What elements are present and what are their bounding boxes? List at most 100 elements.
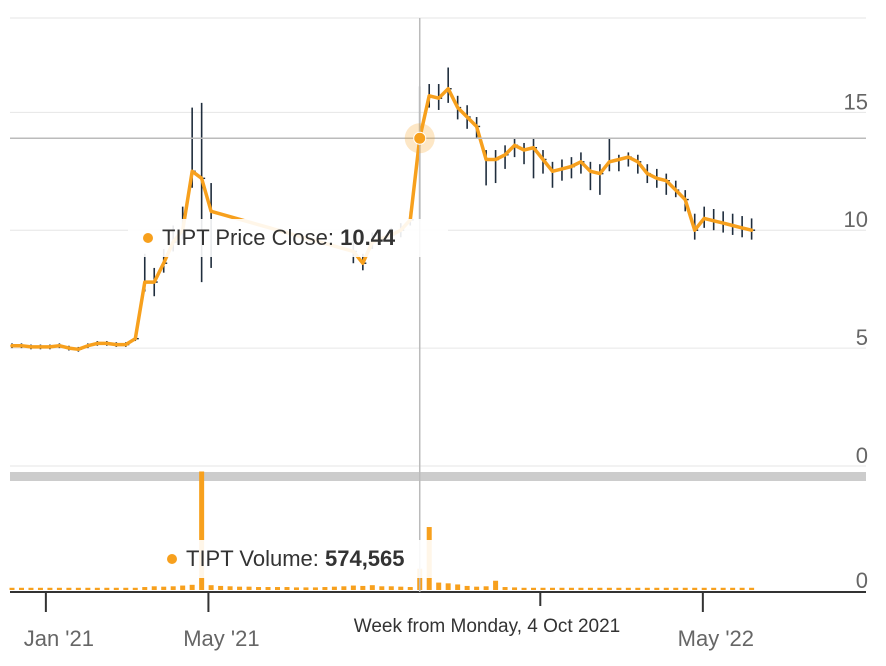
volume-bar [189,584,195,590]
volume-bar [644,587,650,590]
volume-bar [502,587,508,590]
price-y-axis-labels: 0 5 10 15 [844,89,868,468]
volume-bar [436,582,442,590]
price-y-tick-label: 5 [856,325,868,350]
volume-bar [350,585,356,590]
volume-bar [682,587,688,590]
volume-bar [474,586,480,590]
volume-bar [9,587,15,590]
volume-bar [407,587,413,590]
volume-bar [303,587,309,590]
volume-bar [208,585,214,590]
volume-bar [388,586,394,590]
volume-bar [132,587,138,590]
volume-bar [151,586,157,590]
volume-bar [540,587,546,590]
volume-bar [398,586,404,590]
volume-y-axis-labels: 0 [856,568,868,593]
volume-bar [445,583,451,590]
volume-bar [701,587,707,590]
x-tick-label: Jan '21 [24,626,94,651]
volume-bar [331,586,337,590]
volume-tooltip: TIPT Volume: 574,565 [152,540,452,578]
volume-bar [692,587,698,590]
volume-bar [218,585,224,590]
price-close-line [10,86,754,352]
volume-bar [531,587,537,590]
volume-bar [730,587,736,590]
ohlc-bars [11,67,756,352]
crosshair-date-label: Week from Monday, 4 Oct 2021 [334,606,640,646]
volume-bar [113,587,119,590]
tooltip-series-dot [167,554,177,564]
volume-bar [625,587,631,590]
x-tick-label: May '22 [678,626,754,651]
volume-bar [265,587,271,590]
volume-bar [293,587,299,590]
volume-bar [549,587,555,590]
volume-bar [256,587,262,590]
volume-bar [493,580,499,590]
volume-bar [606,587,612,590]
tooltip-series-dot [143,233,153,243]
volume-bar [246,586,252,590]
volume-bar [322,587,328,590]
volume-bar [47,587,53,590]
volume-bar [75,587,81,590]
price-y-tick-label: 0 [856,443,868,468]
volume-tooltip-label: TIPT Volume: [186,546,325,571]
volume-bar [512,587,518,590]
volume-bar [568,587,574,590]
volume-bar [56,587,62,590]
volume-bar [94,587,100,590]
volume-bar [455,584,461,590]
volume-bar [720,587,726,590]
volume-bar [227,586,233,590]
volume-bar [341,586,347,590]
volume-bar [180,585,186,590]
volume-y-tick-label: 0 [856,568,868,593]
volume-bar [578,587,584,590]
volume-bar [483,586,489,590]
volume-bar [587,587,593,590]
volume-bar [521,587,527,590]
x-tick-label: May '21 [183,626,259,651]
volume-bar [559,587,565,590]
volume-bar [616,587,622,590]
volume-tooltip-value: 574,565 [325,546,405,571]
volume-bar [28,587,34,590]
crosshair-date-text: Week from Monday, 4 Oct 2021 [354,616,620,637]
volume-bar [360,585,366,590]
hover-marker [10,123,866,154]
volume-bar [663,587,669,590]
volume-bar [464,585,470,590]
volume-bar [369,585,375,590]
price-tooltip: TIPT Price Close: 10.44 [128,219,448,257]
volume-bar [635,587,641,590]
svg-text:TIPT Price Close: 10.44: TIPT Price Close: 10.44 [162,225,396,250]
volume-bar [170,586,176,590]
price-y-tick-label: 10 [844,207,868,232]
volume-bar [379,586,385,590]
volume-bar [237,586,243,590]
volume-bar [104,587,110,590]
volume-bar [199,471,205,590]
svg-text:TIPT Volume: 574,565: TIPT Volume: 574,565 [186,546,405,571]
volume-bar [673,587,679,590]
volume-bar [711,587,717,590]
volume-bar [284,587,290,590]
volume-bar [312,587,318,590]
volume-bar [142,587,148,590]
volume-bar [37,587,43,590]
volume-bar [161,586,167,590]
hover-point [413,131,427,145]
volume-bar [597,587,603,590]
volume-bar [654,587,660,590]
pane-separator [10,472,866,481]
volume-bar [85,587,91,590]
price-y-tick-label: 15 [844,89,868,114]
volume-bar [66,587,72,590]
volume-bar [18,587,24,590]
volume-bar [275,587,281,590]
